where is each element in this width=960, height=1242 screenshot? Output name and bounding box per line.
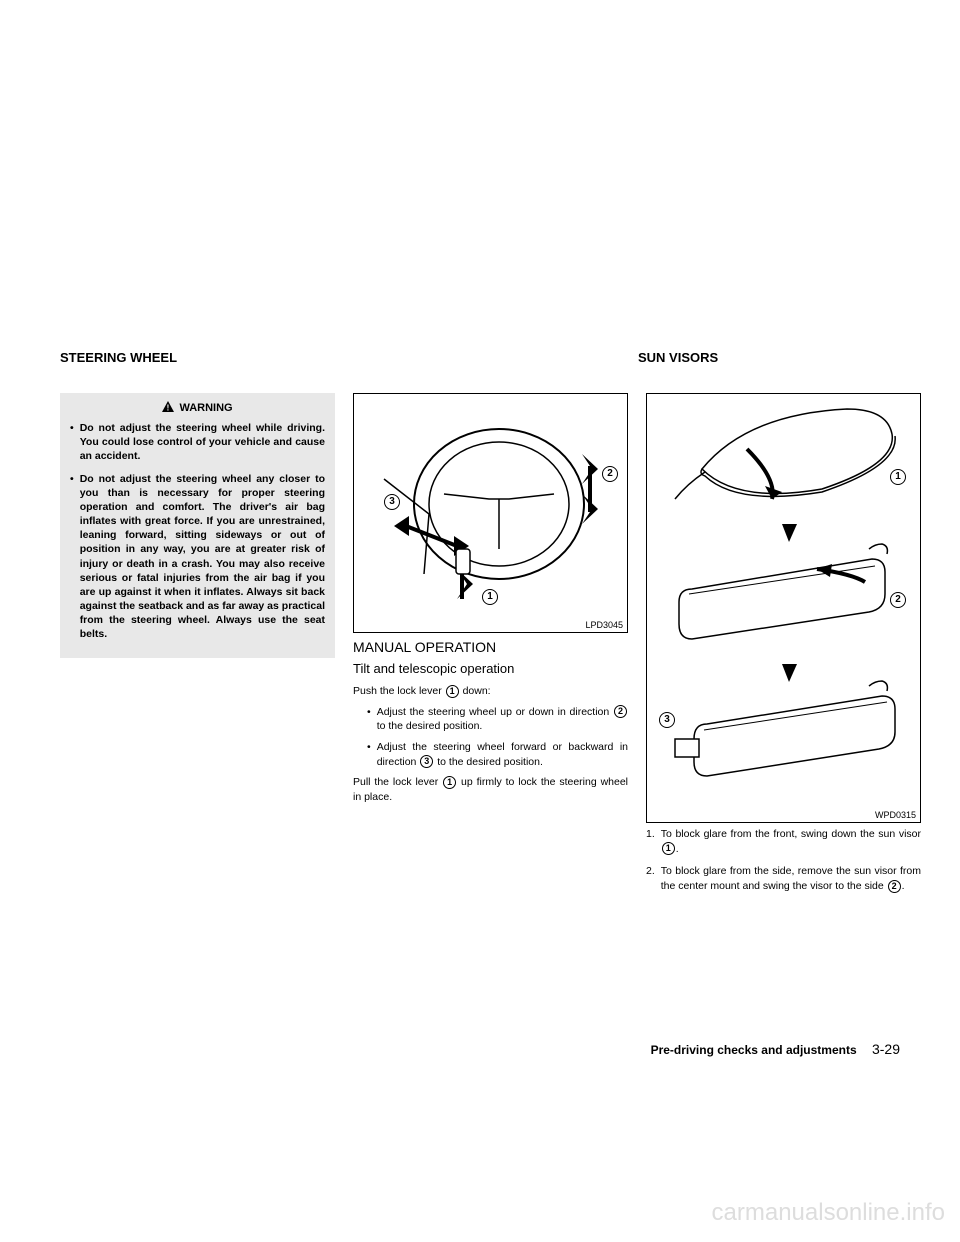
visor-step-2: 2. To block glare from the side, remove …	[646, 864, 921, 893]
callout-v2: 2	[890, 592, 906, 608]
adjust-item-1: • Adjust the steering wheel up or down i…	[367, 705, 628, 734]
callout-3: 3	[384, 494, 400, 510]
manual-operation-heading: MANUAL OPERATION	[353, 639, 628, 655]
warning-box: ! WARNING • Do not adjust the steering w…	[60, 393, 335, 658]
circle-3-icon: 3	[420, 755, 433, 768]
sun-visor-figure: 1 2 3 WPD0315	[646, 393, 921, 823]
callout-v1: 1	[890, 469, 906, 485]
callout-v3: 3	[659, 712, 675, 728]
circle-1-icon: 1	[446, 685, 459, 698]
section-header-left: STEERING WHEEL	[60, 350, 177, 365]
warning-text-2: Do not adjust the steering wheel any clo…	[80, 472, 325, 642]
pull-lever-text: Pull the lock lever 1 up firmly to lock …	[353, 775, 628, 804]
svg-text:!: !	[167, 404, 170, 413]
adjust-item-2: • Adjust the steering wheel forward or b…	[367, 740, 628, 769]
column-1: ! WARNING • Do not adjust the steering w…	[60, 393, 335, 902]
footer-section: Pre-driving checks and adjustments	[651, 1043, 857, 1057]
bullet-icon: •	[367, 705, 371, 734]
bullet-icon: •	[70, 421, 74, 464]
callout-1: 1	[482, 589, 498, 605]
callout-2: 2	[602, 466, 618, 482]
section-header-right: SUN VISORS	[638, 350, 718, 365]
warning-triangle-icon: !	[162, 401, 174, 415]
column-2: 1 2 3 LPD3045 MANUAL OPERATION Tilt and …	[353, 393, 628, 902]
warning-text-1: Do not adjust the steering wheel while d…	[80, 421, 325, 464]
tilt-telescopic-heading: Tilt and telescopic operation	[353, 661, 628, 676]
watermark: carmanualsonline.info	[712, 1199, 945, 1227]
warning-item-2: • Do not adjust the steering wheel any c…	[70, 472, 325, 642]
figure-label-2: WPD0315	[875, 810, 916, 820]
step-num-1: 1.	[646, 827, 655, 856]
warning-title: WARNING	[179, 402, 232, 414]
warning-header: ! WARNING	[70, 401, 325, 415]
page-number: 3-29	[872, 1041, 900, 1057]
circle-v1-icon: 1	[662, 842, 675, 855]
push-lever-text: Push the lock lever 1 down:	[353, 684, 628, 699]
visor-step-1: 1. To block glare from the front, swing …	[646, 827, 921, 856]
steering-figure: 1 2 3 LPD3045	[353, 393, 628, 633]
circle-1b-icon: 1	[443, 776, 456, 789]
page-footer: Pre-driving checks and adjustments 3-29	[651, 1041, 900, 1057]
columns-container: ! WARNING • Do not adjust the steering w…	[60, 393, 921, 902]
figure-label-1: LPD3045	[585, 620, 623, 630]
page-content: ! WARNING • Do not adjust the steering w…	[0, 0, 960, 962]
column-3: 1 2 3 WPD0315 1. To block glare from the…	[646, 393, 921, 902]
bullet-icon: •	[367, 740, 371, 769]
bullet-icon: •	[70, 472, 74, 642]
sun-visor-illustration	[647, 394, 921, 823]
circle-2-icon: 2	[614, 705, 627, 718]
warning-item-1: • Do not adjust the steering wheel while…	[70, 421, 325, 464]
circle-v2-icon: 2	[888, 880, 901, 893]
step-num-2: 2.	[646, 864, 655, 893]
